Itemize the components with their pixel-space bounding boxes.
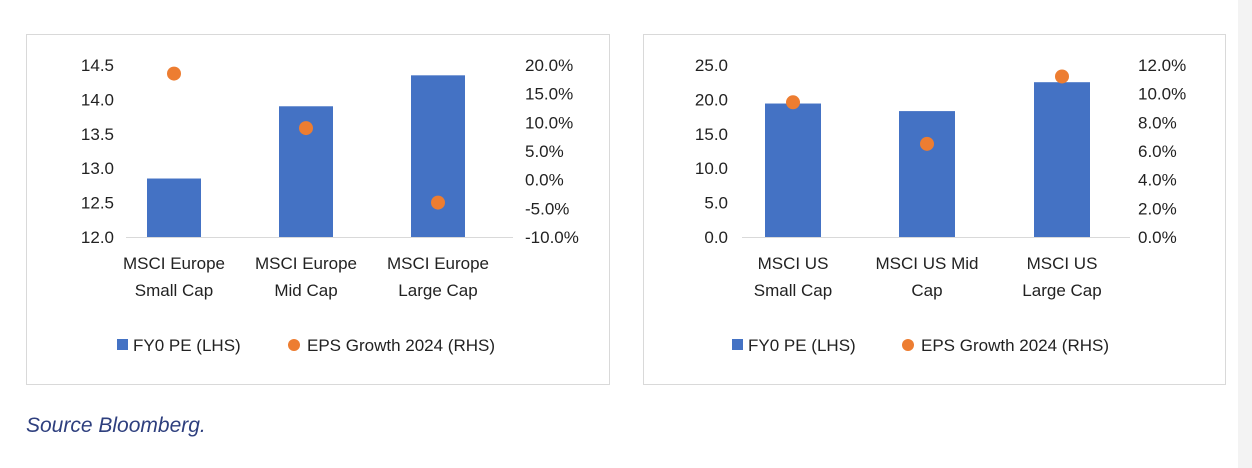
legend-bar-label: FY0 PE (LHS)	[748, 336, 856, 355]
bar	[411, 75, 465, 237]
left-axis-tick-label: 25.0	[695, 56, 728, 75]
legend-bar-swatch	[732, 339, 743, 350]
left-axis-tick-label: 13.5	[81, 125, 114, 144]
chart-panel-us: 0.0 5.0 10.0 15.0 20.0 25.0 0.0% 2.0% 4.0% 6.0% 8.…	[643, 34, 1226, 385]
left-axis-tick-label: 0.0	[704, 228, 728, 247]
left-axis-tick-label: 14.5	[81, 56, 114, 75]
chart-panel-europe: 12.0 12.5 13.0 13.5 14.0 14.5 -10.0% -5.0% 0.0% 5…	[26, 34, 610, 385]
right-axis-tick-label: 0.0%	[525, 171, 564, 190]
category-label: MSCI US	[1027, 254, 1098, 273]
scatter-point	[920, 136, 934, 151]
category-label: Large Cap	[398, 281, 477, 300]
left-axis-tick-label: 12.0	[81, 228, 114, 247]
legend-dot-label: EPS Growth 2024 (RHS)	[921, 336, 1109, 355]
category-label: MSCI Europe	[387, 254, 489, 273]
right-axis-tick-label: 0.0%	[1138, 228, 1177, 247]
left-axis-tick-label: 10.0	[695, 159, 728, 178]
legend-dot-swatch	[288, 339, 300, 351]
left-axis-tick-label: 13.0	[81, 159, 114, 178]
left-axis-tick-label: 14.0	[81, 90, 114, 109]
legend-bar-swatch	[117, 339, 128, 350]
scatter-point	[299, 121, 313, 136]
left-axis-tick-label: 12.5	[81, 194, 114, 213]
category-label: Small Cap	[754, 281, 832, 300]
right-axis-tick-label: 2.0%	[1138, 199, 1177, 218]
right-axis-tick-label: 12.0%	[1138, 56, 1186, 75]
category-label: Large Cap	[1022, 281, 1101, 300]
right-axis-tick-label: -10.0%	[525, 228, 579, 247]
legend-dot-swatch	[902, 339, 914, 351]
scatter-point	[1055, 69, 1069, 84]
category-label: MSCI Europe	[123, 254, 225, 273]
category-label: MSCI US Mid	[876, 254, 979, 273]
right-axis-tick-label: 8.0%	[1138, 113, 1177, 132]
category-label: Small Cap	[135, 281, 213, 300]
scatter-point	[786, 95, 800, 110]
right-axis-tick-label: -5.0%	[525, 199, 569, 218]
category-label: Mid Cap	[274, 281, 337, 300]
legend-bar-label: FY0 PE (LHS)	[133, 336, 241, 355]
left-axis-tick-label: 20.0	[695, 90, 728, 109]
left-axis-tick-label: 5.0	[704, 194, 728, 213]
right-axis-tick-label: 10.0%	[1138, 85, 1186, 104]
chart-svg: 12.0 12.5 13.0 13.5 14.0 14.5 -10.0% -5.0% 0.0% 5…	[81, 56, 579, 355]
category-label: Cap	[911, 281, 942, 300]
category-label: MSCI Europe	[255, 254, 357, 273]
bar	[765, 103, 821, 237]
category-label: MSCI US	[758, 254, 829, 273]
chart-svg: 0.0 5.0 10.0 15.0 20.0 25.0 0.0% 2.0% 4.0% 6.0% 8.…	[695, 56, 1186, 355]
left-axis-tick-label: 15.0	[695, 125, 728, 144]
right-axis-tick-label: 10.0%	[525, 113, 573, 132]
right-axis-tick-label: 6.0%	[1138, 142, 1177, 161]
scatter-point	[431, 195, 445, 210]
right-axis-tick-label: 5.0%	[525, 142, 564, 161]
scatter-point	[167, 66, 181, 81]
bar	[899, 111, 955, 237]
right-axis-tick-label: 4.0%	[1138, 171, 1177, 190]
legend-dot-label: EPS Growth 2024 (RHS)	[307, 336, 495, 355]
right-axis-tick-label: 20.0%	[525, 56, 573, 75]
source-note: Source Bloomberg.	[26, 414, 206, 437]
bar	[1034, 82, 1090, 237]
right-axis-tick-label: 15.0%	[525, 85, 573, 104]
page-edge	[1238, 0, 1252, 468]
bar	[147, 178, 201, 237]
